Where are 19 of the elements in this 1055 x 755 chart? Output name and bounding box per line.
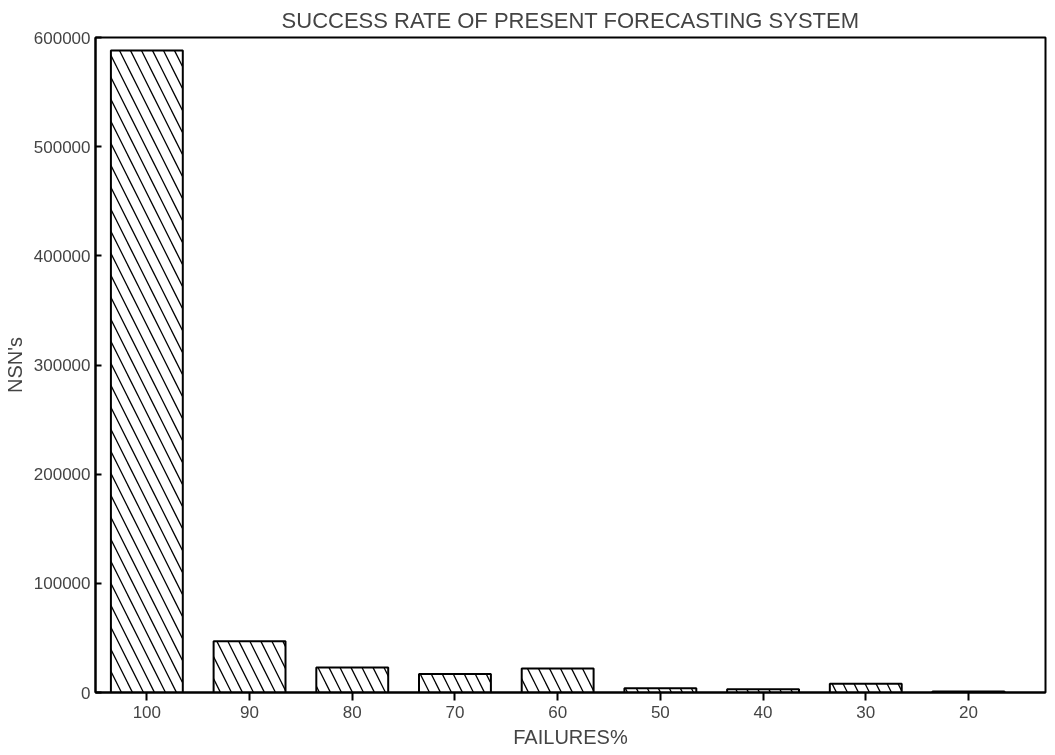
x-tick-label: 90 (240, 702, 260, 722)
y-tick-label: 400000 (33, 246, 91, 266)
chart-title: SUCCESS RATE OF PRESENT FORECASTING SYSTEM (281, 7, 859, 33)
x-tick-label: 60 (548, 702, 568, 722)
x-axis-title: FAILURES% (513, 725, 628, 748)
x-tick-label: 70 (445, 702, 465, 722)
y-axis-title: NSN's (3, 336, 26, 394)
y-tick-label: 300000 (33, 356, 91, 375)
y-tick-label: 0 (81, 683, 91, 703)
x-tick-label: 100 (132, 702, 162, 722)
x-tick-label: 40 (753, 702, 773, 722)
y-tick-label: 600000 (33, 28, 91, 48)
x-tick-label: 80 (342, 702, 362, 722)
x-tick-label: 50 (650, 702, 670, 722)
x-tick-label: 30 (856, 702, 876, 722)
y-tick-label: 100000 (33, 574, 91, 594)
x-tick-label: 20 (959, 702, 978, 722)
y-tick-label: 500000 (33, 137, 91, 157)
y-tick-label: 200000 (33, 465, 91, 485)
